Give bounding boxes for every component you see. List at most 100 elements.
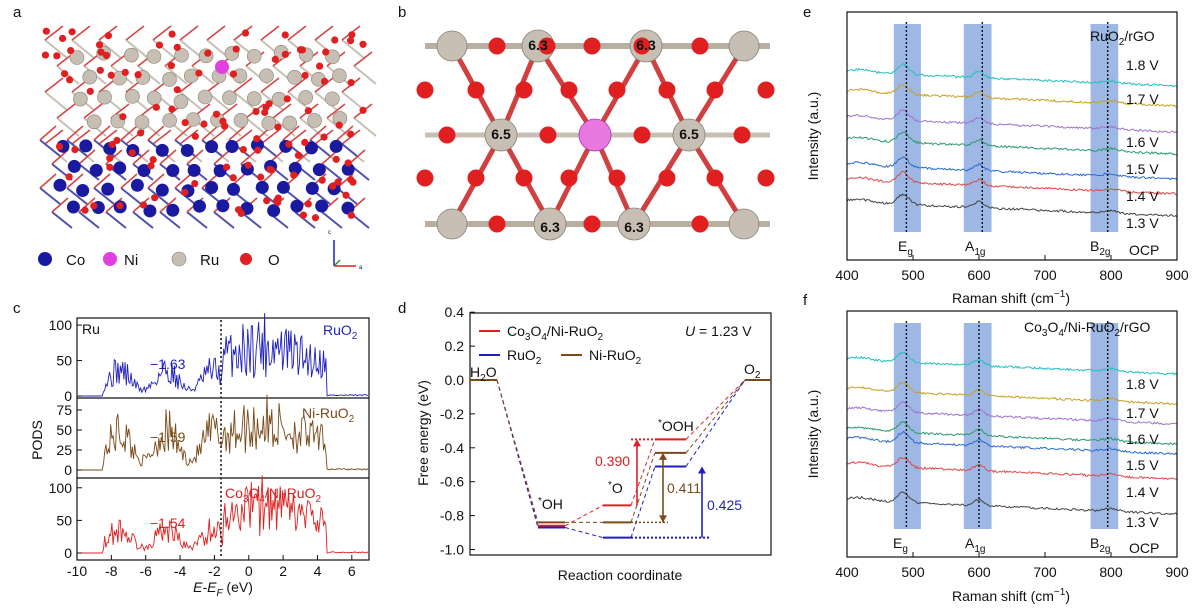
ru-atom [261,115,277,131]
bond [152,129,172,145]
o-atom [281,31,289,39]
o-atom [241,29,250,37]
voltage-label: 1.6 V [1126,431,1159,447]
bond [51,211,73,229]
bond [93,125,111,141]
energy-connector [685,379,746,454]
ru-atom [298,90,313,105]
species-label: *OH [538,496,563,512]
o-atom [311,214,320,222]
bond [179,39,203,59]
o-atom [334,178,342,186]
x-tick-label: 900 [1165,267,1189,283]
o-atom [733,126,751,144]
raman-spectrum [846,131,1177,156]
co-atom [205,181,219,195]
co-atom [290,199,304,213]
o-atom [285,140,293,148]
barrier-arrowhead [659,515,667,523]
o-atom [320,133,328,141]
voltage-label: 1.3 V [1126,215,1159,231]
o-atom [583,215,601,233]
raman-chart-f: 400 500 600 700 800 900 Co3O4/Ni-RuO2/rGO Int… [805,310,1189,604]
o-atom [149,156,157,164]
co-atom [341,162,355,176]
o-atom [301,138,309,147]
y-tick-label: -0.4 [440,440,464,456]
o-atom [204,49,212,57]
o-atom [318,176,326,184]
o-atom [467,81,485,99]
o-atom [181,188,189,197]
bond [233,77,253,93]
mode-label: A1g [965,238,985,258]
bond [44,129,64,145]
ru-atom [728,30,760,62]
o-atom [438,126,456,144]
ru-atom [82,69,98,85]
raman-spectrum [846,381,1178,406]
y-tick-label: 50 [56,512,72,528]
x-tick-label: 0 [245,563,253,579]
bond [206,25,226,41]
co-atom-icon [38,252,52,266]
ru-atom [97,89,112,105]
o-atom [168,105,176,113]
raman-spectrum [846,170,1178,196]
o-atom [106,154,114,162]
bond [66,125,84,141]
o-atom [239,146,248,154]
mode-label: B2g [1090,535,1110,555]
o-atom [281,50,289,58]
bond [260,25,280,41]
bond [353,117,377,137]
bond [186,149,204,165]
potential-label: U = 1.23 V [685,323,752,339]
ru-atom [728,208,760,240]
ru-atom [332,68,347,83]
o-atom [304,107,312,115]
co-atom [341,201,355,215]
o-atom [181,118,189,127]
ru-atom [672,118,706,152]
o-atom [608,81,626,99]
bond [147,173,165,189]
y-axis-label: Intensity (a.u.) [805,390,821,479]
x-axis-label: Raman shift (cm−1) [952,587,1070,604]
o-atom [344,159,352,167]
ru-atom [146,49,162,64]
species-label: *O [608,480,623,496]
bond-value: 6.5 [679,126,699,142]
x-tick-label: 400 [835,564,859,580]
bond [147,187,169,205]
o-atom [416,81,434,99]
bond [186,211,208,229]
x-tick-label: -4 [174,563,187,579]
raman-spectrum [846,84,1178,108]
o-atom [137,129,145,137]
raman-spectrum [846,351,1178,376]
bond [326,103,346,119]
co-atom [329,139,343,153]
energy-connector [630,439,656,506]
energy-connector [496,379,539,528]
bond [174,173,192,189]
energy-connector [564,504,604,527]
bond [233,129,253,145]
x-tick-label: 2 [279,563,287,579]
voltage-label: 1.7 V [1126,405,1159,421]
structure-legend: Co Ni Ru O [38,251,280,269]
legend-ni: Ni [124,252,138,269]
o-atom-icon [240,253,252,265]
bond [213,211,235,229]
bond [39,125,57,141]
voltage-label: 1.4 V [1126,484,1159,500]
co-atom [276,180,290,194]
series-name: Co3O4/Ni-RuO2 [225,485,321,505]
y-tick-label: 100 [49,317,73,333]
bond [348,149,366,165]
y-tick-label: 0.2 [445,338,465,354]
o-atom [301,71,309,80]
co-atom [67,159,81,173]
ru-atom [146,90,162,106]
